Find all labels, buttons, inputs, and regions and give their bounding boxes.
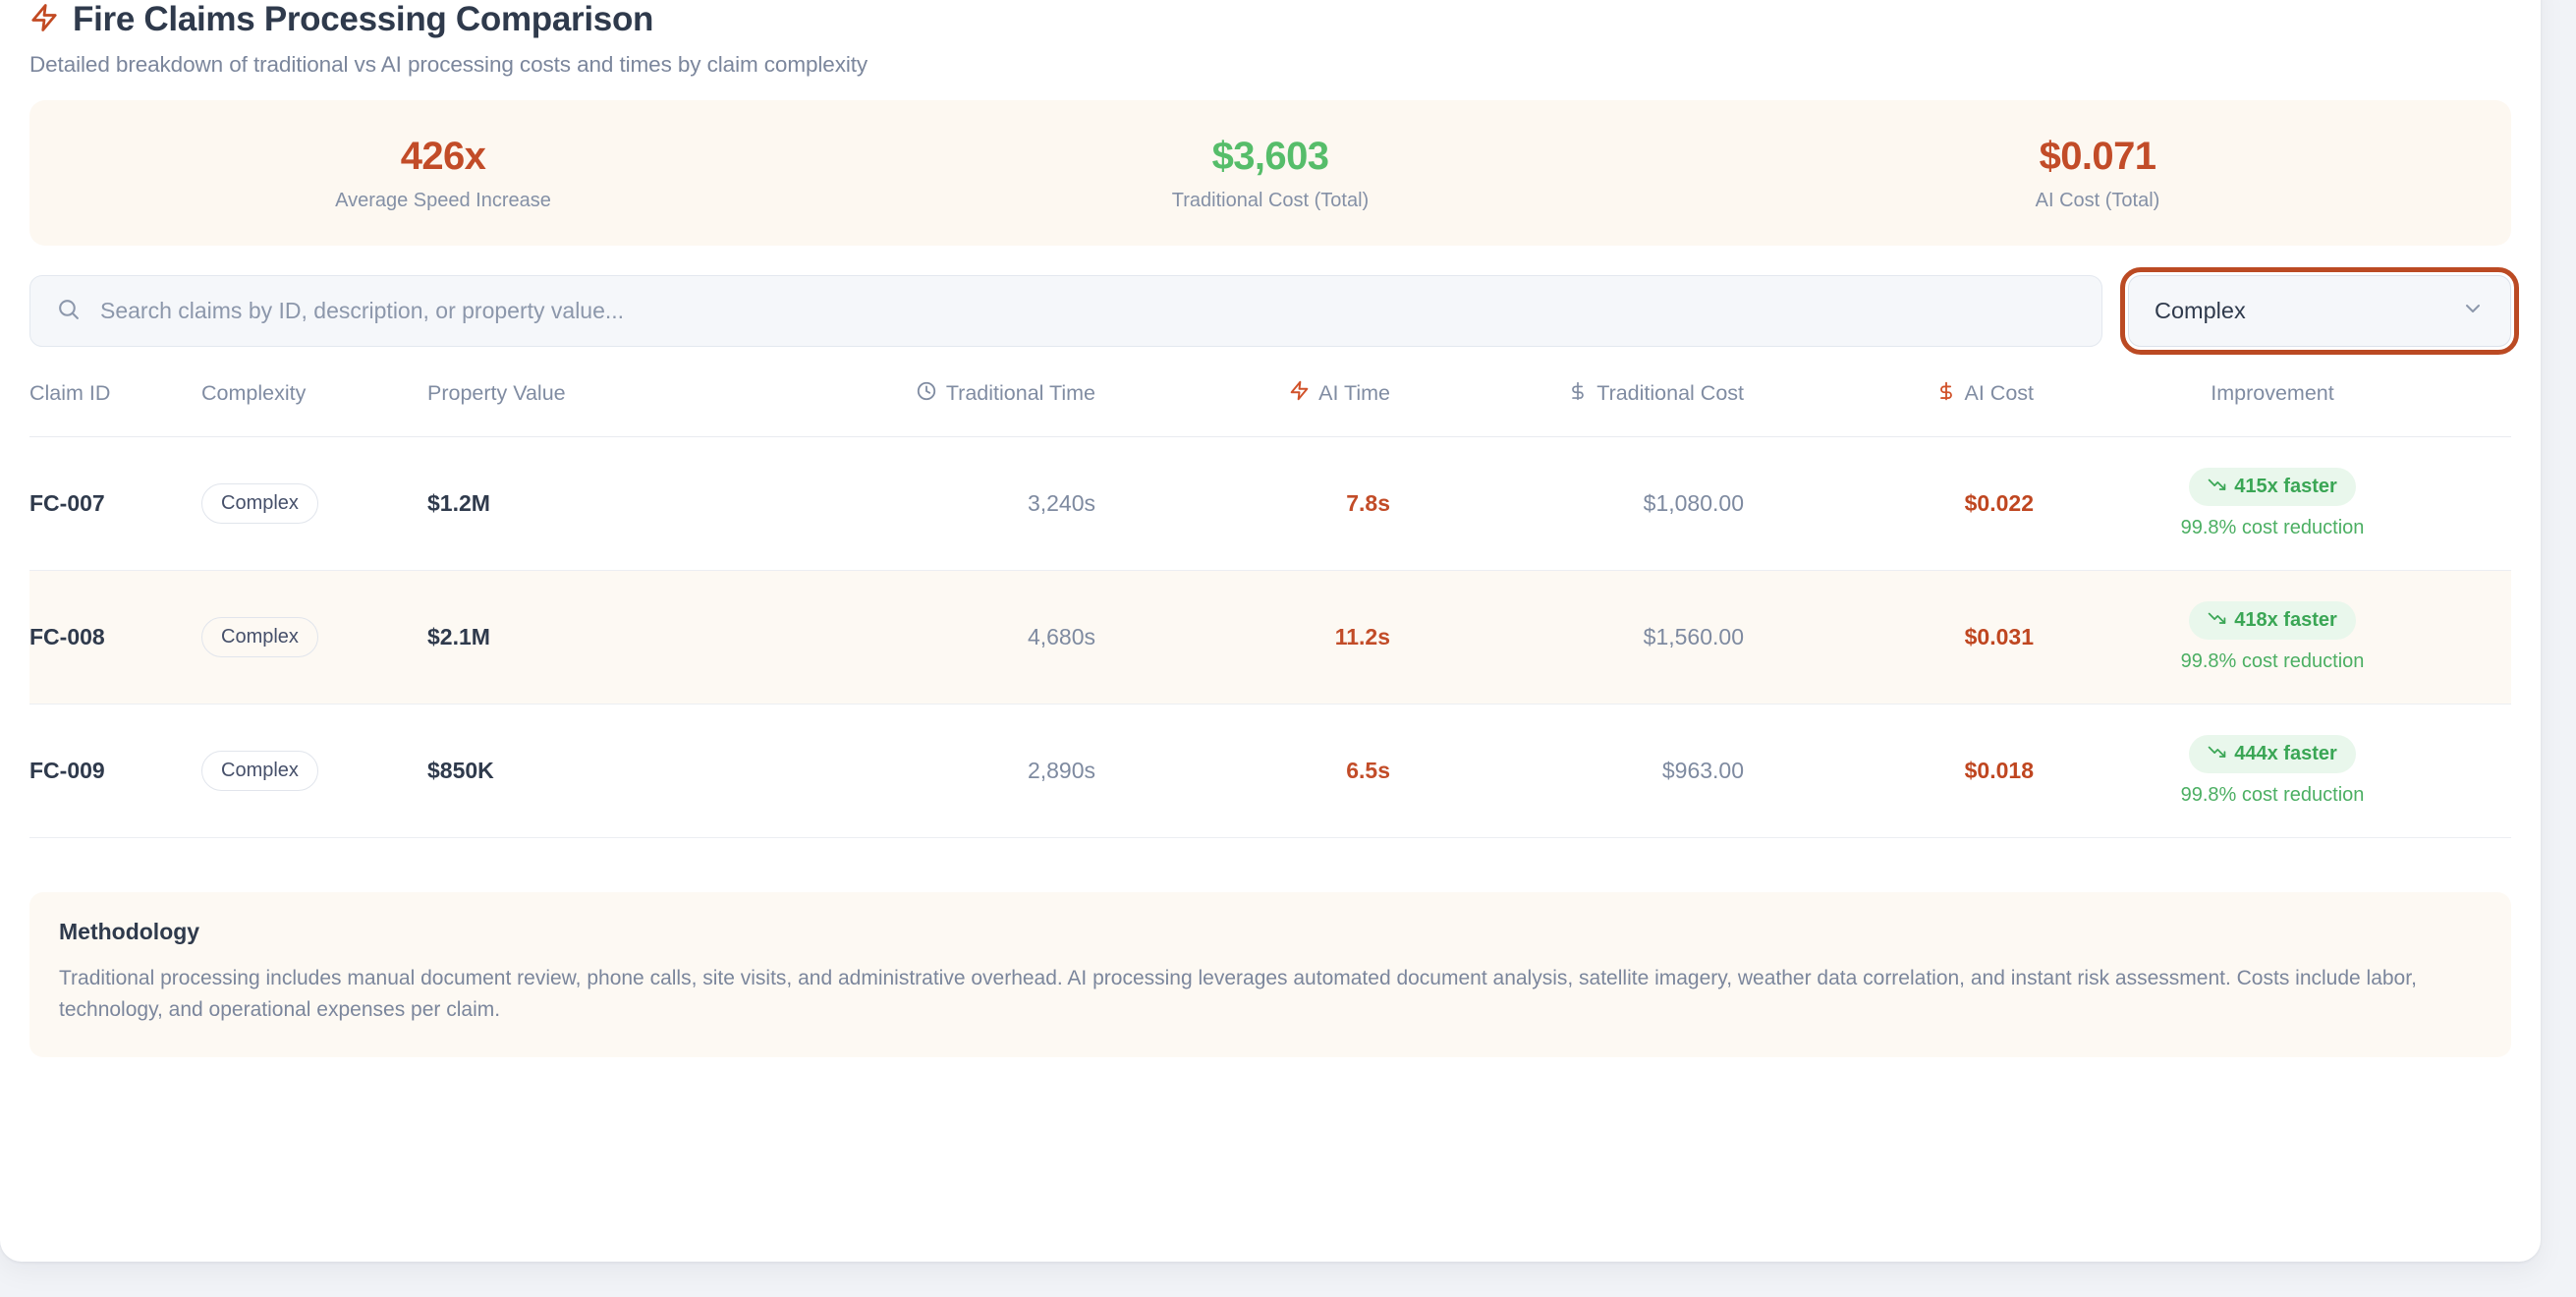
improvement-badge: 418x faster — [2189, 601, 2356, 641]
methodology-panel: Methodology Traditional processing inclu… — [29, 892, 2511, 1058]
trending-down-icon — [2208, 608, 2226, 633]
controls-row: Complex — [29, 267, 2519, 356]
column-label: Claim ID — [29, 381, 111, 406]
stat-ai-cost-total: $0.071 AI Cost (Total) — [1684, 135, 2511, 212]
stat-average-speed-increase: 426x Average Speed Increase — [29, 135, 857, 212]
improvement-badge-label: 415x faster — [2234, 476, 2337, 498]
column-header-traditional-time: Traditional Time — [771, 379, 1095, 438]
complexity-filter-value: Complex — [2155, 298, 2246, 324]
column-header-traditional-cost: Traditional Cost — [1390, 379, 1744, 438]
cell-claim-id: FC-009 — [29, 704, 201, 839]
cost-reduction-label: 99.8% cost reduction — [2180, 784, 2365, 807]
cell-property-value: $2.1M — [427, 570, 771, 705]
clock-icon — [916, 380, 937, 408]
page-subtitle: Detailed breakdown of traditional vs AI … — [29, 52, 868, 78]
column-label: Property Value — [427, 381, 566, 406]
title-row: Fire Claims Processing Comparison — [29, 0, 2511, 39]
search-box[interactable] — [29, 275, 2102, 348]
cell-complexity: Complex — [201, 570, 427, 705]
summary-stats: 426x Average Speed Increase $3,603 Tradi… — [29, 100, 2511, 247]
dollar-icon-orange — [1936, 380, 1956, 408]
improvement-badge-label: 418x faster — [2234, 609, 2337, 632]
cell-traditional-cost: $1,080.00 — [1390, 436, 1744, 572]
methodology-body: Traditional processing includes manual d… — [59, 967, 2417, 1022]
stat-value: $3,603 — [1211, 134, 1329, 178]
column-header-improvement: Improvement — [2034, 379, 2511, 438]
column-header-property-value: Property Value — [427, 379, 771, 438]
column-header-ai-cost: AI Cost — [1744, 379, 2035, 438]
cell-traditional-time: 3,240s — [771, 436, 1095, 572]
cell-claim-id: FC-007 — [29, 436, 201, 572]
cell-traditional-time: 4,680s — [771, 570, 1095, 705]
table-row[interactable]: FC-009 Complex $850K 2,890s 6.5s $963.00… — [29, 704, 2511, 839]
column-header-ai-time: AI Time — [1095, 379, 1390, 438]
cell-ai-time: 6.5s — [1095, 704, 1390, 839]
column-label: Traditional Time — [945, 381, 1095, 406]
stat-label: AI Cost (Total) — [2035, 189, 2160, 211]
table-body: FC-007 Complex $1.2M 3,240s 7.8s $1,080.… — [29, 436, 2511, 839]
stat-traditional-cost-total: $3,603 Traditional Cost (Total) — [857, 135, 1684, 212]
stat-label: Traditional Cost (Total) — [1171, 189, 1370, 211]
cell-property-value: $850K — [427, 704, 771, 839]
column-header-claim-id: Claim ID — [29, 379, 201, 438]
claims-comparison-card: Fire Claims Processing Comparison Detail… — [0, 0, 2541, 1262]
cell-traditional-time: 2,890s — [771, 704, 1095, 839]
dollar-icon — [1568, 380, 1588, 408]
cell-improvement: 415x faster 99.8% cost reduction — [2034, 436, 2511, 572]
improvement-badge: 415x faster — [2189, 468, 2356, 507]
table-header-row: Claim ID Complexity Property Value — [29, 379, 2511, 438]
claims-table: Claim ID Complexity Property Value — [29, 379, 2511, 839]
column-label: Complexity — [201, 381, 307, 406]
cost-reduction-label: 99.8% cost reduction — [2180, 517, 2365, 539]
table-row[interactable]: FC-008 Complex $2.1M 4,680s 11.2s $1,560… — [29, 570, 2511, 705]
trending-down-icon — [2208, 742, 2226, 766]
cell-complexity: Complex — [201, 704, 427, 839]
stat-value: 426x — [400, 134, 486, 178]
cost-reduction-label: 99.8% cost reduction — [2180, 650, 2365, 673]
cell-ai-time: 11.2s — [1095, 570, 1390, 705]
cell-improvement: 444x faster 99.8% cost reduction — [2034, 704, 2511, 839]
cell-claim-id: FC-008 — [29, 570, 201, 705]
column-label: AI Cost — [1964, 381, 2035, 406]
column-header-complexity: Complexity — [201, 379, 427, 438]
cell-ai-time: 7.8s — [1095, 436, 1390, 572]
stat-value: $0.071 — [2039, 134, 2156, 178]
card-header: Fire Claims Processing Comparison Detail… — [29, 0, 2511, 78]
cell-traditional-cost: $963.00 — [1390, 704, 1744, 839]
chevron-down-icon — [2461, 297, 2485, 325]
complexity-filter-select[interactable]: Complex — [2120, 267, 2519, 356]
cell-improvement: 418x faster 99.8% cost reduction — [2034, 570, 2511, 705]
column-label: Traditional Cost — [1596, 381, 1744, 406]
lightning-bolt-icon — [1289, 379, 1310, 408]
complexity-badge: Complex — [201, 617, 318, 658]
complexity-badge: Complex — [201, 751, 318, 792]
cell-ai-cost: $0.022 — [1744, 436, 2034, 572]
page-title: Fire Claims Processing Comparison — [73, 0, 654, 38]
improvement-badge: 444x faster — [2189, 735, 2356, 774]
cell-traditional-cost: $1,560.00 — [1390, 570, 1744, 705]
lightning-bolt-icon — [29, 1, 59, 39]
cell-ai-cost: $0.018 — [1744, 704, 2034, 839]
column-label: Improvement — [2211, 381, 2334, 406]
improvement-badge-label: 444x faster — [2234, 743, 2337, 765]
trending-down-icon — [2208, 475, 2226, 499]
methodology-title: Methodology — [59, 919, 200, 945]
search-input[interactable] — [100, 298, 2076, 325]
cell-property-value: $1.2M — [427, 436, 771, 572]
stat-label: Average Speed Increase — [335, 189, 551, 211]
column-label: AI Time — [1318, 381, 1390, 406]
table-row[interactable]: FC-007 Complex $1.2M 3,240s 7.8s $1,080.… — [29, 436, 2511, 572]
complexity-badge: Complex — [201, 483, 318, 525]
search-icon — [56, 297, 81, 326]
table-header: Claim ID Complexity Property Value — [29, 379, 2511, 438]
cell-complexity: Complex — [201, 436, 427, 572]
cell-ai-cost: $0.031 — [1744, 570, 2034, 705]
